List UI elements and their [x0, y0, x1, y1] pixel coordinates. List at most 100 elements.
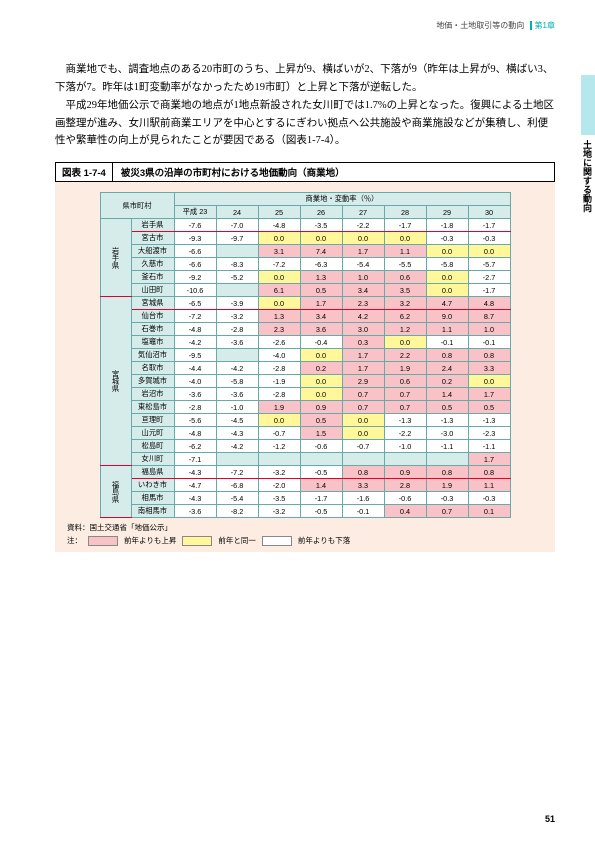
value-cell: 0.2 [300, 362, 342, 375]
table-source: 資料：国土交通省「地価公示」 [67, 522, 543, 533]
value-cell: 0.7 [384, 401, 426, 414]
value-cell: -0.5 [300, 505, 342, 518]
value-cell: 0.0 [300, 232, 342, 245]
table-row: 相馬市-4.3-5.4-3.5-1.7-1.6-0.6-0.3-0.3 [100, 492, 510, 505]
city-cell: 塩竈市 [131, 336, 174, 349]
value-cell: 0.0 [426, 271, 468, 284]
value-cell: -1.1 [426, 440, 468, 453]
prefecture-cell: 岩手県 [100, 219, 131, 297]
value-cell: -5.8 [216, 375, 258, 388]
value-cell: 1.5 [300, 427, 342, 440]
value-cell: 0.0 [384, 336, 426, 349]
value-cell: 0.9 [384, 466, 426, 479]
value-cell: 0.9 [300, 401, 342, 414]
table-row: 石巻市-4.8-2.82.33.63.01.21.11.0 [100, 323, 510, 336]
value-cell: 9.0 [426, 310, 468, 323]
value-cell: 0.4 [384, 505, 426, 518]
city-cell: 東松島市 [131, 401, 174, 414]
city-cell: 大船渡市 [131, 245, 174, 258]
figure-title-bar: 図表 1-7-4 被災3県の沿岸の市町村における地価動向（商業地） [55, 162, 555, 182]
breadcrumb-text: 地価・土地取引等の動向 [436, 21, 524, 30]
legend-text: 前年よりも上昇 [124, 535, 176, 546]
city-cell: いわき市 [131, 479, 174, 492]
value-cell: 2.3 [258, 323, 300, 336]
value-cell: 2.3 [342, 297, 384, 310]
legend-swatch [88, 536, 118, 546]
table-row: 塩竈市-4.2-3.6-2.6-0.40.30.0-0.1-0.1 [100, 336, 510, 349]
value-cell: -4.0 [174, 375, 216, 388]
city-cell: 福島県 [131, 466, 174, 479]
value-cell: -4.8 [174, 323, 216, 336]
table-row: 久慈市-6.6-8.3-7.2-6.3-5.4-5.5-5.8-5.7 [100, 258, 510, 271]
value-cell: -6.6 [174, 258, 216, 271]
value-cell: 0.0 [426, 284, 468, 297]
value-cell: -4.7 [174, 479, 216, 492]
value-cell: 0.7 [342, 401, 384, 414]
value-cell: 0.0 [300, 349, 342, 362]
value-cell: 1.7 [468, 388, 510, 401]
value-cell: -3.0 [426, 427, 468, 440]
value-cell: -4.2 [216, 362, 258, 375]
value-cell: 1.9 [426, 479, 468, 492]
city-cell: 亘理町 [131, 414, 174, 427]
value-cell: 4.8 [468, 297, 510, 310]
value-cell: -1.3 [384, 414, 426, 427]
prefecture-cell: 福島県 [100, 466, 131, 518]
table-row: 名取市-4.4-4.2-2.80.21.71.92.43.3 [100, 362, 510, 375]
value-cell: 0.0 [300, 375, 342, 388]
value-cell: 1.7 [342, 245, 384, 258]
value-cell: -2.8 [216, 323, 258, 336]
year-header: 30 [468, 206, 510, 219]
value-cell: 1.0 [468, 323, 510, 336]
value-cell [426, 453, 468, 466]
value-cell: -1.7 [468, 219, 510, 232]
value-cell: -4.0 [258, 349, 300, 362]
value-cell: -5.4 [216, 492, 258, 505]
value-cell: -4.2 [174, 336, 216, 349]
table-legend: 注： 前年よりも上昇前年と同一前年よりも下落 [67, 535, 543, 546]
value-cell: 1.4 [300, 479, 342, 492]
value-cell: -0.5 [300, 466, 342, 479]
value-cell: 0.0 [342, 427, 384, 440]
value-cell: -9.5 [174, 349, 216, 362]
city-cell: 名取市 [131, 362, 174, 375]
value-cell: 1.7 [342, 349, 384, 362]
value-cell: 3.1 [258, 245, 300, 258]
city-cell: 岩沼市 [131, 388, 174, 401]
table-header: 県市町村 商業地・変動率（％） 平成 2324252627282930 [100, 193, 510, 219]
value-cell: -1.7 [300, 492, 342, 505]
value-cell: -4.5 [216, 414, 258, 427]
city-cell: 気仙沼市 [131, 349, 174, 362]
table-row: 亘理町-5.6-4.50.00.50.0-1.3-1.3-1.3 [100, 414, 510, 427]
value-cell: -0.3 [426, 232, 468, 245]
value-cell: 0.8 [468, 466, 510, 479]
year-header: 27 [342, 206, 384, 219]
value-cell [216, 453, 258, 466]
value-cell: -4.3 [174, 466, 216, 479]
value-cell: -2.7 [468, 271, 510, 284]
value-cell: 0.5 [300, 284, 342, 297]
value-cell: -2.6 [258, 336, 300, 349]
value-cell: -1.0 [384, 440, 426, 453]
value-cell: 6.2 [384, 310, 426, 323]
header-rate: 商業地・変動率（％） [174, 193, 510, 206]
value-cell: -7.2 [174, 310, 216, 323]
value-cell: -6.3 [300, 258, 342, 271]
city-cell: 多賀城市 [131, 375, 174, 388]
figure-number: 図表 1-7-4 [55, 162, 113, 182]
value-cell: -5.2 [216, 271, 258, 284]
value-cell: -1.7 [384, 219, 426, 232]
value-cell [342, 453, 384, 466]
value-cell: 1.9 [258, 401, 300, 414]
value-cell: -7.6 [174, 219, 216, 232]
value-cell: -1.6 [342, 492, 384, 505]
year-header: 平成 23 [174, 206, 216, 219]
value-cell: -2.8 [174, 401, 216, 414]
value-cell: 3.2 [384, 297, 426, 310]
value-cell: -7.2 [216, 466, 258, 479]
legend-swatch [182, 536, 212, 546]
value-cell: -7.0 [216, 219, 258, 232]
value-cell [258, 453, 300, 466]
table-row: 気仙沼市-9.5-4.00.01.72.20.80.8 [100, 349, 510, 362]
city-cell: 宮城県 [131, 297, 174, 310]
